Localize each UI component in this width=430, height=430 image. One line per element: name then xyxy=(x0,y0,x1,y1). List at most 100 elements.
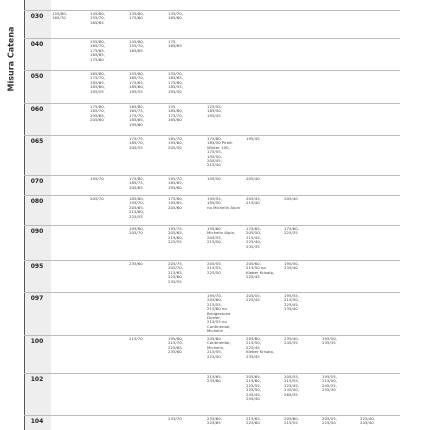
tire-size: 195/55, xyxy=(207,196,222,201)
side-label: Misura Catena xyxy=(6,26,16,92)
tire-size: 245/35 xyxy=(284,340,298,346)
tire-size: 175/80, xyxy=(207,136,222,141)
size-cell: 175/80, 185/70, 195/65, 205/60 xyxy=(90,104,126,123)
size-cell: 175/80, 185/75, 205/65 xyxy=(129,176,165,190)
tire-size: 245/40, xyxy=(284,387,299,393)
size-cell: 205/65, 215/60, 225/55, 235/50, 245/45, 255/4… xyxy=(246,374,282,401)
chain-code: 040 xyxy=(30,41,44,48)
tire-size: 225/45, xyxy=(284,382,299,388)
tire-size: 215/70, xyxy=(168,340,183,346)
size-cell: 155/80, 165/70, 175/65, 185/60, 195/55 xyxy=(129,71,165,94)
size-cell: 195/70, 185/65, 195/60 xyxy=(168,176,204,190)
tire-size: 195/60, xyxy=(168,140,183,146)
tire-size: Dueler, xyxy=(207,315,222,321)
size-cell: 205/60, 215/50, 225/45 Kleber Krisalp, 235/4… xyxy=(246,336,282,359)
tire-size: 195/50, xyxy=(322,336,337,341)
size-cell: 155/80, 165/70, 175/65, 165/65, 175/60 xyxy=(90,39,126,62)
tire-size: 245/35, xyxy=(322,382,337,388)
tire-size: 205/65, xyxy=(129,204,144,210)
tire-size: 185/75, xyxy=(129,180,144,186)
chain-code: 100 xyxy=(30,338,44,345)
tire-size: 225/60 xyxy=(246,420,260,426)
tire-size: 175/65, xyxy=(90,47,105,53)
tire-size: 205/60, xyxy=(246,336,261,341)
size-cell: 195/55, 215/50, 225/45, 235/40 xyxy=(284,293,320,312)
chain-code: 095 xyxy=(30,263,44,270)
tire-size: 235/60 xyxy=(207,378,221,384)
size-cell: 235/60, 225/65 xyxy=(207,416,243,426)
tire-size: 165/80, xyxy=(129,104,144,109)
size-cell: 205/55, 225/45 xyxy=(246,293,282,303)
tire-size: 165/65, xyxy=(168,75,183,81)
tire-size: 235/70 xyxy=(168,416,182,421)
tire-size: 205/65, xyxy=(168,230,183,236)
tire-size: 185/60, xyxy=(129,84,144,90)
row-divider xyxy=(24,175,400,176)
tire-size: 235/60 xyxy=(168,349,182,355)
tire-size: 165/75, xyxy=(129,108,144,114)
tire-size: 235/55 xyxy=(168,278,182,284)
tire-size: 195/65, xyxy=(168,200,183,206)
tire-size: 225/50 xyxy=(322,420,336,426)
tire-size: 135/80, xyxy=(129,11,144,16)
tire-size: 235/40, xyxy=(284,336,299,341)
tire-size: 215/50, xyxy=(284,297,299,303)
tire-size: 165/65, xyxy=(90,52,105,58)
tire-size: 165/80, xyxy=(168,108,183,114)
size-cell: 155, 165/80, 175/70, 185/60 xyxy=(168,104,204,123)
size-cell: 215/65, 225/60 xyxy=(246,416,282,426)
tire-size: 245/40 xyxy=(360,420,374,426)
tire-size: Continental, xyxy=(207,340,231,346)
size-cell: 205/70 xyxy=(90,196,126,201)
tire-size: 215/60, xyxy=(129,209,144,215)
tire-size: 265/35 xyxy=(284,391,298,397)
tire-size: 185/60, xyxy=(90,84,105,90)
size-cell: 205/55, 225/50 xyxy=(322,416,358,426)
tire-size: 205/50, xyxy=(246,230,261,236)
tire-size: 205/55, xyxy=(207,261,222,266)
tire-size: 225/45 xyxy=(246,297,260,303)
tire-size: 225/65, xyxy=(168,344,183,350)
tire-size: 205/55, xyxy=(284,374,299,379)
size-cell: 175/65, 205/50, 215/45, 225/40, 235/35 xyxy=(246,226,282,249)
row-divider xyxy=(24,335,400,336)
tire-size: 205/55, xyxy=(207,234,222,240)
chain-code: 070 xyxy=(30,178,44,185)
tire-size: 195/45 xyxy=(207,112,221,118)
tire-size: 195/50, xyxy=(207,153,222,159)
tire-size: 155/70, xyxy=(168,71,183,76)
tire-size: no Michelin Alpin xyxy=(207,204,241,210)
tire-size: 205/45, xyxy=(207,158,222,164)
tire-size: 185/60 xyxy=(168,117,182,123)
size-cell: 155/80, 165/70 xyxy=(52,11,88,21)
tire-size: 225/55, xyxy=(246,382,261,388)
tire-size: 205/65 xyxy=(129,184,143,190)
size-cell: 155/70, 165/65, 175/60, 185/55, 195/50 xyxy=(168,71,204,94)
size-cell: 195/70, 205/60, 215/55, 215/60 no Bridgeston… xyxy=(207,293,243,334)
tire-size: 205/55, xyxy=(322,416,337,421)
tire-size: 195/80, xyxy=(168,336,183,341)
tire-size: 195/60 xyxy=(168,184,182,190)
tire-size: 205/55, xyxy=(246,293,261,298)
size-cell: 195/80, 205/70 xyxy=(129,226,165,236)
tire-size: 155/80, xyxy=(52,11,67,16)
tire-size: 185/65, xyxy=(129,117,144,123)
tire-size: 215/50, xyxy=(322,378,337,384)
chain-code: 097 xyxy=(30,295,44,302)
tire-size: 165/80, xyxy=(90,71,105,76)
tire-size: 215/50, xyxy=(246,340,261,346)
tire-size: 205/70, xyxy=(168,265,183,271)
chain-code: 080 xyxy=(30,198,44,205)
row-divider xyxy=(24,373,400,374)
tire-size: 225/50 xyxy=(207,269,221,275)
row-divider xyxy=(24,415,400,416)
tire-size: 205/50 xyxy=(168,144,182,150)
size-cell: 185/70, 195/60, 205/50 xyxy=(168,136,204,150)
size-cell: 195/50 xyxy=(207,176,243,181)
tire-size: 195/55 xyxy=(90,88,104,94)
tire-size: 225/50 xyxy=(207,353,221,359)
tire-size: 145/80, xyxy=(90,11,105,16)
row-divider xyxy=(24,70,400,71)
size-cell: 205/60, 215/55 xyxy=(284,416,320,426)
